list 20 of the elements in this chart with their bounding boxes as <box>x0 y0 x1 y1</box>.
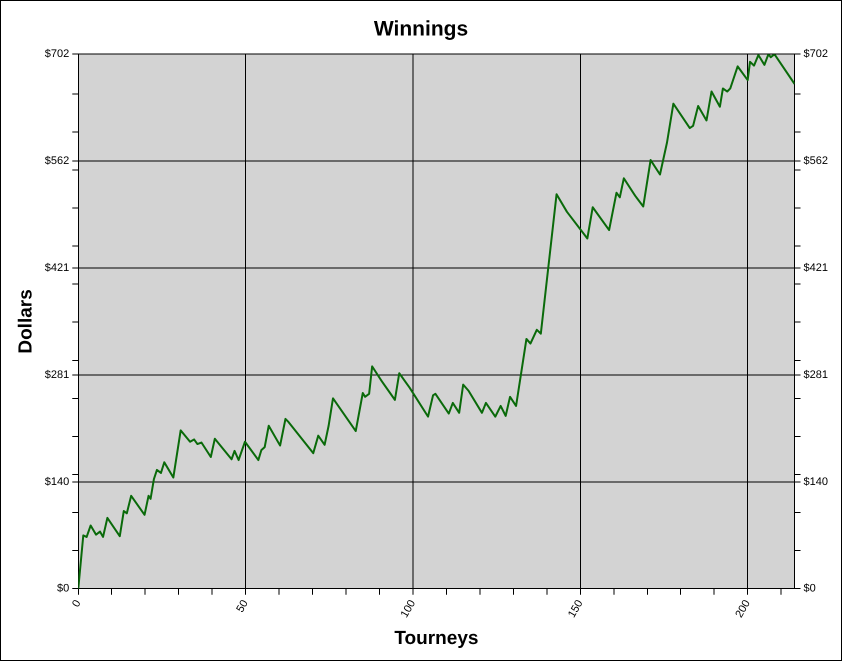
x-tick-label: 100 <box>398 598 418 620</box>
x-tick-label: 0 <box>70 598 84 610</box>
y-tick-label: $702 <box>44 48 70 60</box>
x-tick-label: 150 <box>566 598 586 620</box>
y-axis-title: Dollars <box>16 289 37 354</box>
y-tick-label: $421 <box>44 262 70 274</box>
chart-title: Winnings <box>374 17 468 40</box>
y-tick-label: $562 <box>44 155 70 168</box>
y2-tick-label: $0 <box>804 582 816 595</box>
y2-tick-label: $140 <box>804 476 828 488</box>
y2-tick-label: $562 <box>804 155 828 168</box>
x-tick-label: 50 <box>234 598 251 615</box>
y2-tick-label: $281 <box>804 368 828 381</box>
y-tick-label: $281 <box>44 368 70 381</box>
y2-tick-label: $421 <box>804 262 828 274</box>
y2-tick-label: $702 <box>804 48 828 60</box>
x-axis-title: Tourneys <box>394 628 478 649</box>
x-tick-label: 200 <box>733 598 753 620</box>
y-tick-label: $0 <box>57 582 70 595</box>
y-tick-label: $140 <box>44 476 70 488</box>
